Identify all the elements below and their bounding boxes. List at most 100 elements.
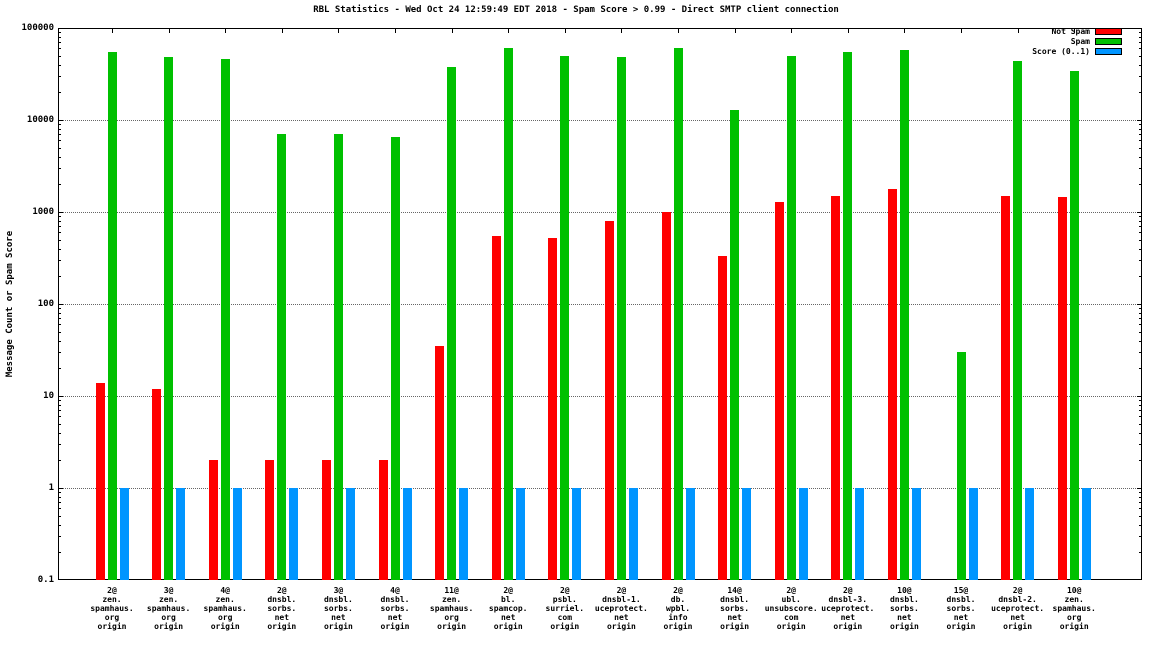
x-category-label: 2@ dnsbl-1. uceprotect. net origin bbox=[594, 586, 648, 631]
bar-spam bbox=[277, 134, 287, 580]
bar-spam bbox=[333, 134, 343, 580]
y-tick-label: 10 bbox=[43, 391, 54, 401]
bar-score-0-1 bbox=[798, 488, 808, 580]
y-tick-mark bbox=[58, 120, 63, 121]
bar-spam bbox=[447, 66, 457, 580]
bar-not-spam bbox=[152, 388, 162, 580]
y-minor-tick-mark bbox=[58, 410, 61, 412]
y-minor-tick-mark bbox=[1139, 260, 1142, 262]
bar-score-0-1 bbox=[345, 488, 355, 580]
x-tick-mark bbox=[395, 28, 396, 33]
legend-label-not-spam: Not Spam bbox=[1051, 27, 1090, 36]
bar-not-spam bbox=[831, 195, 841, 580]
chart-title: RBL Statistics - Wed Oct 24 12:59:49 EDT… bbox=[313, 5, 839, 15]
y-minor-tick-mark bbox=[58, 340, 61, 342]
bar-not-spam bbox=[718, 256, 728, 580]
legend-swatch-not-spam bbox=[1095, 28, 1122, 35]
y-minor-tick-mark bbox=[58, 260, 61, 262]
bar-spam bbox=[673, 48, 683, 580]
bar-spam bbox=[616, 57, 626, 580]
y-minor-tick-mark bbox=[58, 352, 61, 354]
y-minor-tick-mark bbox=[1139, 524, 1142, 526]
x-category-label: 10@ dnsbl. sorbs. net origin bbox=[889, 586, 919, 631]
bar-score-0-1 bbox=[855, 488, 865, 580]
bar-not-spam bbox=[548, 238, 558, 580]
x-category-label: 14@ dnsbl. sorbs. net origin bbox=[720, 586, 750, 631]
x-tick-mark bbox=[734, 28, 736, 33]
y-minor-tick-mark bbox=[58, 515, 61, 517]
y-minor-tick-mark bbox=[1139, 232, 1142, 234]
y-tick-label: 10000 bbox=[26, 115, 54, 125]
y-minor-tick-mark bbox=[1139, 515, 1142, 517]
y-minor-tick-mark bbox=[1139, 248, 1142, 250]
y-minor-tick-mark bbox=[1139, 331, 1142, 333]
y-minor-tick-mark bbox=[58, 226, 61, 228]
x-category-label: 2@ bl. spamcop. net origin bbox=[488, 586, 528, 631]
legend-item-not-spam: Not Spam bbox=[1032, 27, 1122, 36]
x-tick-mark bbox=[508, 28, 510, 33]
x-category-label: 3@ zen. spamhaus. org origin bbox=[146, 586, 191, 631]
y-minor-tick-mark bbox=[1139, 216, 1142, 218]
bar-not-spam bbox=[265, 460, 275, 580]
y-minor-tick-mark bbox=[58, 502, 61, 504]
y-minor-tick-mark bbox=[1139, 156, 1142, 158]
y-minor-tick-mark bbox=[58, 124, 61, 126]
y-minor-tick-mark bbox=[58, 423, 61, 425]
bar-score-0-1 bbox=[402, 488, 412, 580]
x-tick-mark bbox=[168, 28, 170, 33]
y-minor-tick-mark bbox=[1139, 134, 1142, 136]
y-minor-tick-mark bbox=[58, 308, 61, 310]
y-minor-tick-mark bbox=[1139, 502, 1142, 504]
y-tick-mark bbox=[1137, 488, 1142, 489]
y-minor-tick-mark bbox=[58, 536, 61, 538]
y-minor-tick-mark bbox=[1139, 140, 1142, 142]
bar-spam bbox=[1013, 60, 1023, 580]
bar-score-0-1 bbox=[289, 488, 299, 580]
x-category-label: 10@ zen. spamhaus. org origin bbox=[1052, 586, 1096, 631]
y-minor-tick-mark bbox=[1139, 168, 1142, 170]
y-minor-tick-mark bbox=[58, 220, 61, 222]
legend: Not Spam Spam Score (0..1) bbox=[1032, 27, 1122, 57]
x-tick-mark bbox=[225, 28, 227, 33]
y-minor-tick-mark bbox=[58, 128, 61, 130]
y-minor-tick-mark bbox=[1139, 324, 1142, 326]
x-tick-mark bbox=[847, 28, 849, 33]
y-minor-tick-mark bbox=[1139, 124, 1142, 126]
y-minor-tick-mark bbox=[1139, 276, 1142, 278]
legend-item-spam: Spam bbox=[1032, 37, 1122, 46]
bar-score-0-1 bbox=[572, 488, 582, 580]
x-tick-mark bbox=[621, 28, 623, 33]
x-category-label: 11@ zen. spamhaus. org origin bbox=[429, 586, 474, 631]
y-minor-tick-mark bbox=[58, 64, 61, 66]
x-category-label: 2@ psbl. surriel. com origin bbox=[545, 586, 585, 631]
bar-not-spam bbox=[774, 201, 784, 580]
x-category-label: 4@ zen. spamhaus. org origin bbox=[203, 586, 247, 631]
y-tick-mark bbox=[58, 212, 63, 213]
y-minor-tick-mark bbox=[58, 232, 61, 234]
x-category-label: 2@ zen. spamhaus. org origin bbox=[90, 586, 134, 631]
y-minor-tick-mark bbox=[58, 492, 61, 494]
y-minor-tick-mark bbox=[58, 216, 61, 218]
y-minor-tick-mark bbox=[1139, 76, 1142, 78]
y-minor-tick-mark bbox=[58, 496, 61, 498]
bar-score-0-1 bbox=[968, 488, 978, 580]
y-minor-tick-mark bbox=[58, 318, 61, 320]
x-tick-mark bbox=[904, 28, 906, 33]
y-minor-tick-mark bbox=[1139, 340, 1142, 342]
y-tick-mark bbox=[58, 304, 63, 305]
y-minor-tick-mark bbox=[58, 276, 61, 278]
y-minor-tick-mark bbox=[1139, 147, 1142, 149]
y-minor-tick-mark bbox=[58, 184, 61, 186]
y-tick-mark bbox=[1137, 212, 1142, 213]
x-category-label: 2@ ubl. unsubscore. com origin bbox=[764, 586, 818, 631]
x-tick-mark bbox=[338, 28, 340, 33]
bar-spam bbox=[899, 49, 909, 580]
x-category-label: 2@ dnsbl-2. uceprotect. net origin bbox=[991, 586, 1045, 631]
legend-swatch-spam bbox=[1095, 38, 1122, 45]
y-minor-tick-mark bbox=[58, 239, 61, 241]
bar-score-0-1 bbox=[176, 488, 186, 580]
y-tick-mark bbox=[58, 396, 63, 397]
y-minor-tick-mark bbox=[1139, 312, 1142, 314]
y-minor-tick-mark bbox=[1139, 239, 1142, 241]
bar-not-spam bbox=[95, 382, 105, 580]
